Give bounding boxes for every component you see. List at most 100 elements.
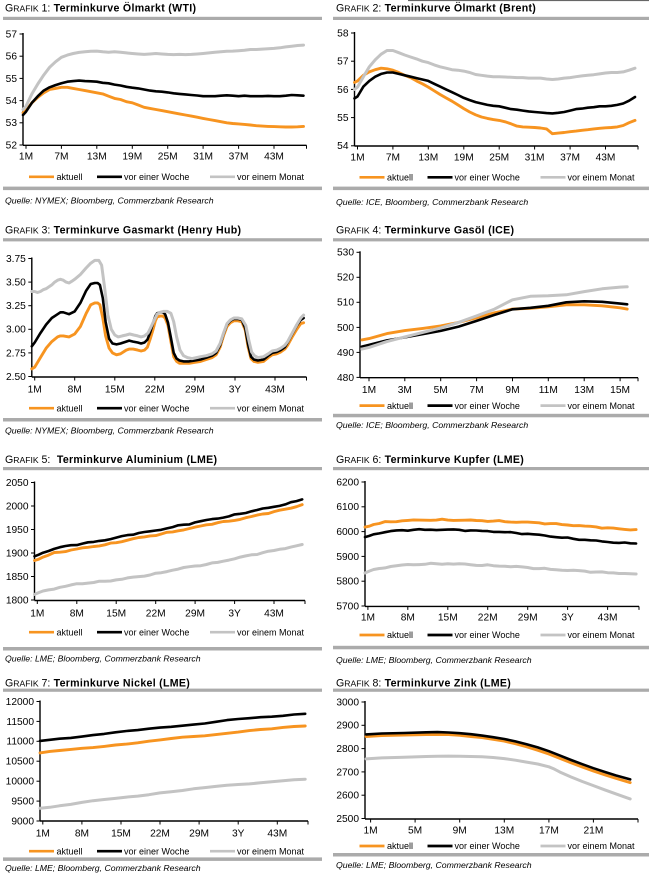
svg-text:55: 55 (337, 113, 349, 124)
svg-text:GRAFIK 2: Terminkurve Ölmarkt: GRAFIK 2: Terminkurve Ölmarkt (Brent) (336, 2, 536, 15)
svg-text:25M: 25M (158, 152, 178, 163)
svg-text:15M: 15M (106, 608, 126, 619)
svg-text:10500: 10500 (6, 757, 35, 768)
svg-text:1800: 1800 (6, 595, 29, 606)
svg-text:37M: 37M (560, 153, 580, 164)
svg-text:7M: 7M (386, 153, 400, 164)
svg-text:6100: 6100 (336, 502, 359, 513)
svg-text:13M: 13M (574, 385, 594, 396)
svg-text:13M: 13M (494, 826, 514, 837)
svg-text:8M: 8M (68, 384, 82, 395)
svg-text:9000: 9000 (11, 816, 34, 827)
svg-text:12000: 12000 (6, 697, 35, 708)
svg-text:GRAFIK 3: Terminkurve Gasmarkt: GRAFIK 3: Terminkurve Gasmarkt (Henry Hu… (5, 225, 241, 237)
svg-text:3Y: 3Y (229, 384, 242, 395)
svg-text:aktuell: aktuell (57, 627, 83, 637)
svg-text:vor einem Monat: vor einem Monat (568, 173, 636, 183)
svg-text:vor einer Woche: vor einer Woche (455, 630, 520, 640)
svg-text:vor einem Monat: vor einem Monat (237, 846, 305, 856)
svg-text:vor einem Monat: vor einem Monat (568, 841, 636, 851)
svg-text:2.75: 2.75 (6, 348, 26, 359)
svg-text:510: 510 (337, 298, 354, 309)
svg-text:11500: 11500 (6, 717, 34, 728)
svg-text:GRAFIK 5: Terminkurve Alumini: GRAFIK 5: Terminkurve Aluminium (LME) (5, 454, 217, 466)
svg-text:aktuell: aktuell (387, 173, 413, 183)
svg-text:2000: 2000 (6, 501, 29, 512)
svg-text:2900: 2900 (336, 721, 359, 732)
svg-text:aktuell: aktuell (387, 841, 413, 851)
svg-text:vor einem Monat: vor einem Monat (237, 403, 305, 413)
svg-text:57: 57 (6, 29, 18, 40)
svg-text:22M: 22M (478, 613, 498, 624)
svg-text:15M: 15M (111, 828, 131, 839)
svg-text:57: 57 (337, 57, 349, 68)
svg-text:56: 56 (6, 52, 18, 63)
svg-text:8M: 8M (70, 608, 84, 619)
svg-text:3Y: 3Y (232, 828, 245, 839)
svg-text:3000: 3000 (336, 697, 359, 708)
svg-text:3.50: 3.50 (6, 278, 26, 289)
svg-text:6000: 6000 (336, 527, 359, 538)
svg-text:17M: 17M (539, 826, 559, 837)
svg-text:1850: 1850 (6, 572, 29, 583)
svg-text:29M: 29M (185, 384, 205, 395)
svg-text:1950: 1950 (6, 525, 29, 536)
svg-text:5M: 5M (408, 826, 422, 837)
svg-text:52: 52 (6, 140, 18, 151)
svg-text:GRAFIK 6: Terminkurve Kupfer (: GRAFIK 6: Terminkurve Kupfer (LME) (336, 454, 524, 466)
svg-text:Quelle: ICE; Bloomberg, Commer: Quelle: ICE; Bloomberg, Commerzbank Rese… (336, 420, 528, 430)
svg-text:1M: 1M (36, 828, 50, 839)
svg-text:25M: 25M (489, 153, 509, 164)
svg-text:31M: 31M (525, 153, 545, 164)
svg-text:13M: 13M (87, 152, 107, 163)
svg-text:vor einem Monat: vor einem Monat (237, 627, 305, 637)
svg-text:1900: 1900 (6, 548, 29, 559)
svg-text:2700: 2700 (336, 767, 359, 778)
svg-text:3M: 3M (398, 385, 412, 396)
svg-text:11M: 11M (539, 385, 558, 396)
svg-text:58: 58 (337, 28, 349, 39)
svg-text:3Y: 3Y (228, 608, 241, 619)
svg-text:43M: 43M (265, 384, 285, 395)
svg-text:GRAFIK 4: Terminkurve Gasöl (I: GRAFIK 4: Terminkurve Gasöl (ICE) (336, 225, 514, 237)
svg-text:19M: 19M (122, 152, 142, 163)
svg-text:vor einem Monat: vor einem Monat (568, 630, 636, 640)
svg-text:3.00: 3.00 (6, 325, 26, 336)
svg-text:31M: 31M (193, 152, 213, 163)
svg-text:7M: 7M (54, 152, 68, 163)
svg-text:vor einer Woche: vor einer Woche (124, 403, 189, 413)
svg-text:43M: 43M (267, 828, 287, 839)
svg-text:Quelle: NYMEX; Bloomberg, Comm: Quelle: NYMEX; Bloomberg, Commerzbank Re… (5, 196, 214, 206)
svg-text:19M: 19M (454, 153, 474, 164)
svg-text:5800: 5800 (336, 577, 359, 588)
svg-text:43M: 43M (596, 153, 616, 164)
svg-text:vor einer Woche: vor einer Woche (455, 401, 520, 411)
svg-text:8M: 8M (75, 828, 89, 839)
svg-text:10000: 10000 (6, 777, 35, 788)
svg-text:43M: 43M (598, 613, 618, 624)
svg-text:3.25: 3.25 (6, 301, 26, 312)
svg-text:Quelle: LME; Bloomberg, Commer: Quelle: LME; Bloomberg, Commerzbank Rese… (336, 860, 532, 870)
svg-text:aktuell: aktuell (57, 403, 83, 413)
svg-text:vor einem Monat: vor einem Monat (568, 401, 636, 411)
svg-text:500: 500 (337, 323, 354, 334)
svg-text:1M: 1M (361, 613, 375, 624)
svg-text:480: 480 (337, 373, 354, 384)
svg-text:53: 53 (6, 118, 18, 129)
svg-text:Quelle: LME; Bloomberg, Commer: Quelle: LME; Bloomberg, Commerzbank Rese… (336, 655, 532, 665)
svg-text:6200: 6200 (336, 477, 359, 488)
svg-text:vor einem Monat: vor einem Monat (237, 172, 305, 182)
svg-text:22M: 22M (150, 828, 170, 839)
svg-text:GRAFIK 7: Terminkurve Nickel (: GRAFIK 7: Terminkurve Nickel (LME) (5, 677, 190, 689)
svg-text:22M: 22M (145, 384, 165, 395)
svg-text:Quelle: LME; Bloomberg, Commer: Quelle: LME; Bloomberg, Commerzbank Rese… (5, 863, 201, 873)
svg-text:vor einer Woche: vor einer Woche (124, 627, 189, 637)
svg-text:9M: 9M (453, 826, 467, 837)
svg-text:43M: 43M (264, 608, 284, 619)
svg-text:21M: 21M (583, 826, 603, 837)
svg-text:56: 56 (337, 85, 349, 96)
svg-text:11000: 11000 (6, 737, 34, 748)
svg-text:1M: 1M (30, 608, 44, 619)
svg-text:3Y: 3Y (561, 613, 574, 624)
svg-text:5M: 5M (434, 385, 448, 396)
